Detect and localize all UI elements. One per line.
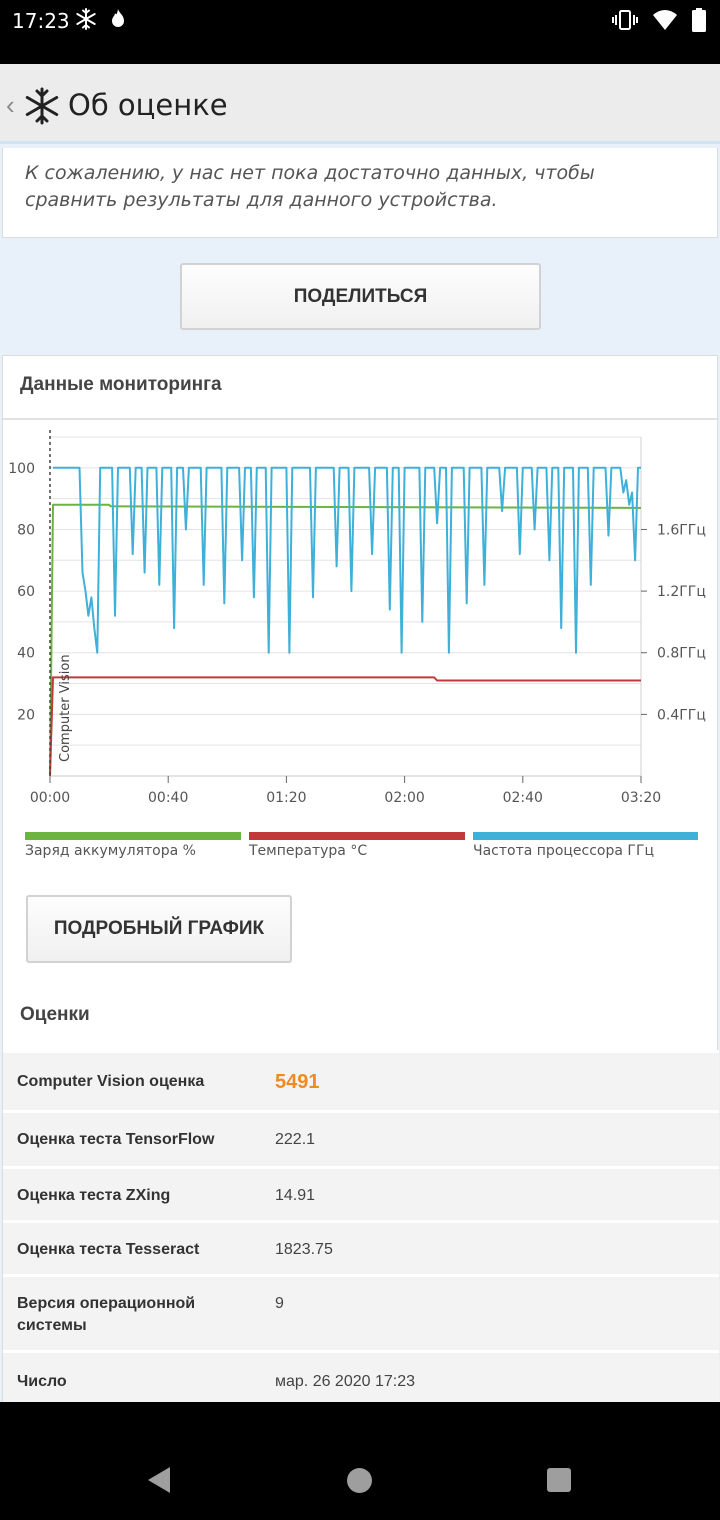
- score-name: Число: [17, 1373, 67, 1390]
- monitoring-card: Данные мониторинга 00:00 00:40 01:20 02:00 0…: [2, 355, 719, 1402]
- scores-table: Computer Vision оценка 5491 Оценка теста…: [3, 1050, 719, 1402]
- table-row: Оценка теста ZXing 14.91: [3, 1166, 719, 1220]
- table-row: Оценка теста TensorFlow 222.1: [3, 1110, 719, 1166]
- share-button[interactable]: ПОДЕЛИТЬСЯ: [180, 263, 541, 330]
- app-screen: ‹ Об оценке К сожалению, у нас нет пока …: [0, 64, 720, 1402]
- scores-title: Оценки: [20, 1004, 90, 1025]
- navigation-bar: [0, 1402, 720, 1520]
- y-tick-label: 60: [17, 584, 35, 600]
- battery-icon: [692, 8, 706, 32]
- flame-icon: [112, 9, 124, 27]
- app-header: ‹ Об оценке: [0, 64, 720, 144]
- score-name: Computer Vision оценка: [17, 1073, 205, 1090]
- legend-swatch: [473, 832, 698, 840]
- score-value: 1823.75: [275, 1241, 333, 1258]
- divider: [3, 418, 719, 420]
- score-value: 14.91: [275, 1187, 316, 1204]
- x-tick-label: 02:00: [384, 790, 424, 806]
- legend-label: Частота процессора ГГц: [473, 843, 655, 859]
- y2-tick-label: 0.4ГГц: [657, 707, 706, 723]
- detailed-chart-button[interactable]: ПОДРОБНЫЙ ГРАФИК: [26, 895, 292, 963]
- y2-tick-label: 0.8ГГц: [657, 646, 706, 662]
- system-icons: [612, 8, 706, 32]
- series-line: [49, 503, 642, 777]
- notice-card: К сожалению, у нас нет пока достаточно д…: [2, 148, 718, 238]
- recents-square-icon[interactable]: [547, 1468, 571, 1492]
- legend-label: Заряд аккумулятора %: [25, 843, 196, 859]
- chevron-left-icon[interactable]: ‹: [6, 90, 15, 120]
- snowflake-icon: [76, 8, 96, 30]
- series-line: [53, 466, 641, 654]
- annotation-label: Computer Vision: [58, 654, 73, 762]
- x-tick-label: 00:00: [30, 790, 70, 806]
- score-value: мар. 26 2020 17:23: [275, 1373, 416, 1390]
- score-name: Оценка теста TensorFlow: [17, 1131, 215, 1148]
- series-line: [49, 676, 641, 777]
- table-row: Computer Vision оценка 5491: [3, 1050, 719, 1110]
- y2-tick-label: 1.2ГГц: [657, 584, 706, 600]
- y-tick-label: 20: [17, 707, 35, 723]
- x-tick-label: 00:40: [148, 790, 188, 806]
- legend-cpu-frequency: Частота процессора ГГц: [473, 832, 698, 862]
- notification-icons: [74, 7, 130, 31]
- y-tick-label: 100: [8, 461, 35, 477]
- legend-battery: Заряд аккумулятора %: [25, 832, 241, 862]
- notice-text: К сожалению, у нас нет пока достаточно д…: [25, 162, 595, 211]
- status-bar: 17:23: [0, 0, 720, 64]
- monitoring-chart: 00:00 00:40 01:20 02:00 02:40 03:20 20 40 60 80 10…: [8, 430, 706, 806]
- legend-swatch: [249, 832, 465, 840]
- score-name: Оценка теста Tesseract: [17, 1241, 200, 1258]
- back-triangle-icon[interactable]: [146, 1466, 172, 1494]
- legend-temperature: Температура °C: [249, 832, 465, 862]
- score-name: Оценка теста ZXing: [17, 1187, 171, 1204]
- home-circle-icon[interactable]: [347, 1468, 372, 1493]
- snowflake-icon: [25, 87, 59, 125]
- legend-swatch: [25, 832, 241, 840]
- score-value: 222.1: [275, 1131, 316, 1148]
- status-time: 17:23: [12, 9, 70, 33]
- vibrate-icon: [612, 10, 638, 30]
- page-title: Об оценке: [68, 88, 228, 122]
- score-value: 5491: [275, 1071, 320, 1093]
- y2-tick-label: 1.6ГГц: [657, 522, 706, 538]
- score-name: Версия операционной системы: [17, 1295, 196, 1334]
- x-tick-label: 03:20: [621, 790, 661, 806]
- x-tick-label: 01:20: [266, 790, 306, 806]
- legend-label: Температура °C: [249, 843, 368, 859]
- wifi-icon: [653, 10, 677, 30]
- y-tick-label: 80: [17, 522, 35, 538]
- table-row: Версия операционной системы 9: [3, 1274, 719, 1350]
- monitoring-title: Данные мониторинга: [20, 374, 222, 395]
- table-row: Оценка теста Tesseract 1823.75: [3, 1220, 719, 1274]
- table-row: Число мар. 26 2020 17:23: [3, 1350, 719, 1402]
- score-value: 9: [275, 1295, 284, 1312]
- y-tick-label: 40: [17, 646, 35, 662]
- x-tick-label: 02:40: [503, 790, 543, 806]
